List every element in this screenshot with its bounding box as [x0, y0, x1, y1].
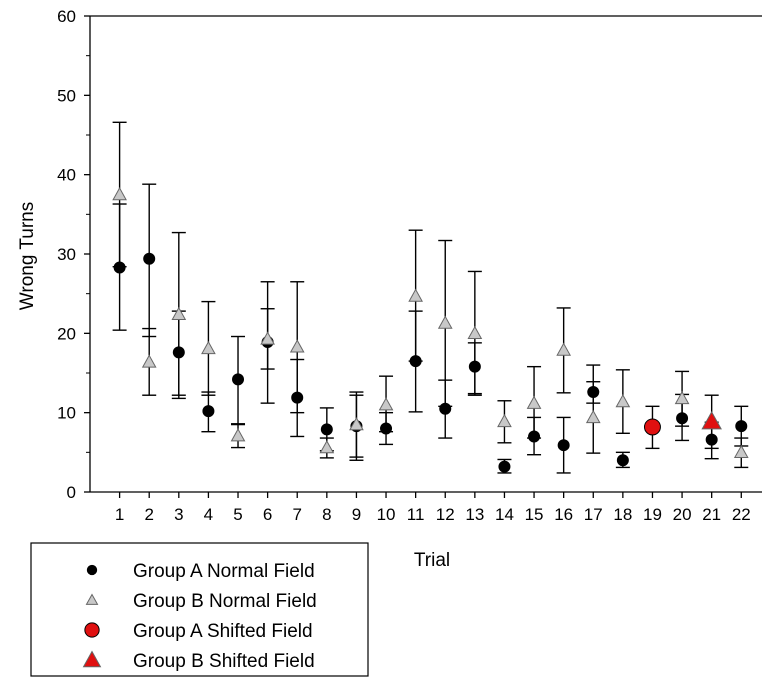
- x-tick-label: 1: [115, 505, 124, 524]
- legend-marker: [82, 650, 102, 668]
- data-point-triangle: [349, 417, 364, 431]
- legend-label: Group B Shifted Field: [133, 651, 315, 672]
- data-point-circle: [616, 454, 629, 467]
- x-tick-label: 11: [407, 505, 425, 524]
- data-point-circle: [705, 433, 718, 446]
- y-tick-label: 40: [57, 166, 76, 185]
- data-point-triangle: [230, 428, 246, 442]
- legend-box: [30, 542, 369, 677]
- x-tick-label: 15: [525, 505, 544, 524]
- x-tick-label: 17: [584, 505, 603, 524]
- data-point-circle: [468, 360, 481, 373]
- data-point-triangle: [289, 339, 305, 353]
- y-tick-label: 10: [57, 404, 76, 423]
- x-tick-label: 16: [554, 505, 573, 524]
- data-point-circle: [587, 386, 600, 399]
- x-tick-label: 19: [643, 505, 662, 524]
- x-tick-label: 4: [204, 505, 213, 524]
- y-tick-label: 50: [57, 86, 76, 105]
- x-tick-label: 12: [436, 505, 455, 524]
- x-tick-label: 18: [613, 505, 632, 524]
- data-point-triangle: [141, 354, 157, 368]
- x-tick-label: 2: [144, 505, 153, 524]
- y-axis-title: Wrong Turns: [17, 202, 38, 310]
- data-point-triangle: [526, 395, 542, 409]
- data-point-triangle: [556, 342, 572, 356]
- data-point-triangle: [171, 306, 187, 320]
- data-point-circle: [380, 422, 393, 435]
- legend-marker: [85, 593, 99, 605]
- x-tick-label: 3: [174, 505, 183, 524]
- data-point-triangle: [112, 186, 127, 201]
- data-point-circle: [498, 460, 511, 473]
- data-point-triangle: [201, 340, 216, 355]
- x-tick-label: 13: [465, 505, 484, 524]
- data-point-circle: [439, 402, 452, 415]
- data-point-triangle: [319, 440, 335, 454]
- y-tick-label: 60: [57, 7, 76, 26]
- x-tick-label: 20: [673, 505, 692, 524]
- data-point-triangle: [467, 325, 483, 340]
- x-tick-label: 22: [732, 505, 751, 524]
- data-point-triangle: [701, 410, 722, 430]
- x-tick-label: 14: [495, 505, 514, 524]
- data-point-circle: [643, 418, 661, 436]
- data-point-circle: [113, 261, 126, 274]
- legend-label: Group A Shifted Field: [133, 621, 313, 642]
- x-tick-label: 5: [233, 505, 242, 524]
- legend-label: Group A Normal Field: [133, 561, 315, 582]
- data-point-triangle: [408, 288, 423, 302]
- data-point-triangle: [497, 413, 512, 428]
- y-tick-label: 30: [57, 245, 76, 264]
- data-point-circle: [528, 430, 541, 443]
- legend-label: Group B Normal Field: [133, 591, 317, 612]
- legend: Group A Normal Field Group B Normal Field…: [30, 542, 369, 677]
- data-point-triangle: [437, 315, 453, 329]
- data-point-circle: [320, 423, 333, 436]
- x-axis-title: Trial: [414, 550, 450, 571]
- data-point-triangle: [378, 397, 394, 411]
- y-tick-label: 0: [67, 483, 76, 502]
- data-point-circle: [172, 346, 185, 359]
- data-point-circle: [676, 412, 689, 425]
- legend-marker: [84, 622, 100, 638]
- data-point-circle: [291, 391, 304, 404]
- data-point-triangle: [260, 331, 275, 345]
- x-tick-label: 10: [377, 505, 396, 524]
- legend-marker: [86, 564, 98, 576]
- x-tick-label: 9: [352, 505, 361, 524]
- x-tick-label: 8: [322, 505, 331, 524]
- data-point-triangle: [585, 409, 601, 424]
- data-point-circle: [202, 405, 215, 418]
- y-tick-label: 20: [57, 324, 76, 343]
- data-point-triangle: [615, 394, 631, 408]
- data-point-circle: [143, 252, 156, 265]
- data-point-circle: [557, 439, 570, 452]
- x-tick-label: 6: [263, 505, 272, 524]
- data-point-triangle: [674, 390, 690, 405]
- data-point-circle: [232, 373, 245, 386]
- x-tick-label: 7: [292, 505, 301, 524]
- data-point-circle: [735, 420, 748, 433]
- data-point-triangle: [733, 444, 749, 459]
- x-tick-label: 21: [702, 505, 721, 524]
- data-point-circle: [409, 355, 422, 368]
